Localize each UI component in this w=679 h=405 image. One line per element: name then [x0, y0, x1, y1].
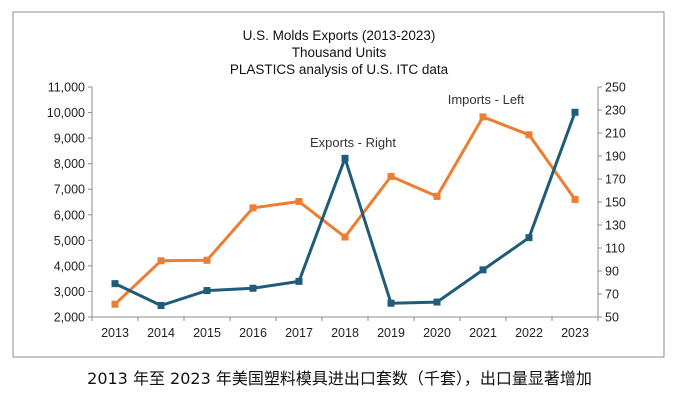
x-tick-label: 2018	[331, 326, 359, 340]
right-tick-label: 250	[605, 81, 626, 95]
chart-title-line-3: PLASTICS analysis of U.S. ITC data	[230, 62, 449, 77]
imports-point	[341, 233, 349, 241]
right-tick-label: 130	[605, 219, 626, 233]
left-tick-label: 7,000	[54, 183, 85, 197]
left-tick-label: 8,000	[54, 157, 85, 171]
right-tick-label: 110	[605, 242, 625, 256]
exports-point	[295, 277, 303, 285]
left-tick-label: 3,000	[54, 285, 85, 299]
exports-point	[479, 266, 487, 274]
left-tick-label: 10,000	[47, 106, 85, 120]
left-axis-ticks: 2,000 3,000 4,000 5,000 6,000 7,000 8,000 9,000…	[47, 81, 92, 325]
imports-series	[111, 113, 579, 308]
right-tick-label: 70	[605, 288, 619, 302]
imports-point	[111, 300, 119, 308]
chart: U.S. Molds Exports (2013-2023) Thousand …	[12, 11, 665, 358]
imports-point	[433, 192, 441, 200]
exports-point	[249, 284, 257, 292]
figure-caption: 2013 年至 2023 年美国塑料模具进出口套数（千套），出口量显著增加	[87, 369, 592, 388]
x-tick-label: 2015	[193, 326, 221, 340]
x-tick-label: 2023	[561, 326, 589, 340]
x-tick-label: 2021	[469, 326, 497, 340]
exports-point	[525, 234, 533, 242]
exports-series	[111, 108, 579, 309]
x-tick-label: 2014	[147, 326, 175, 340]
imports-series-label: Imports - Left	[448, 92, 525, 107]
x-tick-label: 2020	[423, 326, 451, 340]
exports-point	[571, 108, 579, 116]
left-tick-label: 2,000	[54, 311, 85, 325]
exports-point	[157, 302, 165, 309]
left-tick-label: 5,000	[54, 234, 85, 248]
imports-point	[157, 257, 165, 265]
exports-point	[341, 154, 349, 162]
x-tick-label: 2013	[101, 326, 129, 340]
exports-point	[203, 287, 211, 295]
chart-title-line-2: Thousand Units	[292, 45, 387, 60]
right-tick-label: 230	[605, 104, 626, 118]
left-tick-label: 9,000	[54, 132, 85, 146]
exports-point	[111, 280, 119, 288]
right-axis-ticks: 50 70 90 110 130 150 170 190 210 230 250	[598, 81, 626, 325]
imports-point	[571, 195, 579, 203]
imports-point	[295, 197, 303, 205]
left-tick-label: 11,000	[48, 81, 85, 95]
x-tick-label: 2019	[377, 326, 405, 340]
imports-point	[387, 172, 395, 180]
exports-point	[433, 298, 441, 306]
x-tick-label: 2016	[239, 326, 267, 340]
exports-series-label: Exports - Right	[310, 135, 396, 150]
x-axis-ticks: 2013 2014 2015 2016 2017 2018 2019 2020 2021 2022…	[91, 317, 599, 340]
imports-point	[479, 113, 487, 121]
exports-point	[387, 299, 395, 307]
imports-point	[203, 256, 211, 264]
left-tick-label: 4,000	[54, 259, 85, 273]
right-tick-label: 210	[605, 127, 626, 141]
chart-title-line-1: U.S. Molds Exports (2013-2023)	[243, 28, 436, 43]
x-tick-label: 2022	[515, 326, 543, 340]
imports-point	[249, 204, 257, 212]
right-tick-label: 50	[605, 311, 619, 325]
right-tick-label: 170	[605, 173, 626, 187]
right-tick-label: 90	[605, 265, 619, 279]
x-tick-label: 2017	[285, 326, 313, 340]
left-tick-label: 6,000	[54, 208, 85, 222]
imports-point	[525, 131, 533, 139]
right-tick-label: 190	[605, 150, 626, 164]
right-tick-label: 150	[605, 196, 626, 210]
